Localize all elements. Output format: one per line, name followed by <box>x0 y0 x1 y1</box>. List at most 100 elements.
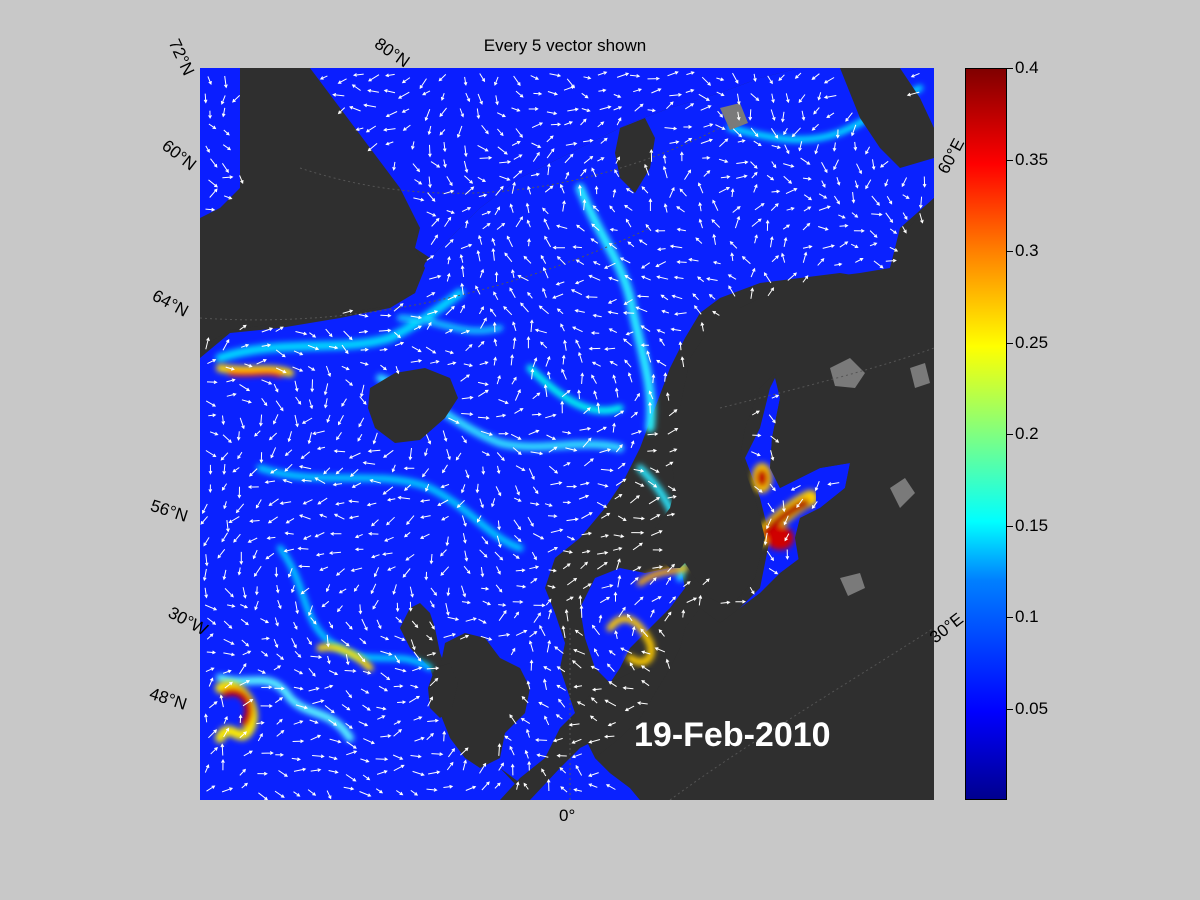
vector-arrow <box>530 75 540 80</box>
vector-arrow <box>712 310 720 316</box>
vector-arrow <box>871 195 880 206</box>
vector-arrow <box>787 272 797 281</box>
vector-arrow <box>273 639 279 649</box>
vector-arrow <box>918 196 923 209</box>
vector-arrow <box>477 515 482 523</box>
vector-arrow <box>258 792 268 800</box>
vector-arrow <box>613 93 622 98</box>
vector-arrow <box>712 199 719 211</box>
vector-arrow <box>581 531 593 536</box>
vector-arrow <box>413 325 422 331</box>
vector-arrow <box>479 549 488 558</box>
vector-arrow <box>316 446 326 451</box>
vector-arrow <box>833 159 839 171</box>
vector-arrow <box>630 577 639 585</box>
vector-arrow <box>325 365 331 377</box>
vector-arrow <box>323 383 329 396</box>
vector-arrow <box>495 486 502 497</box>
vector-arrow <box>477 144 489 152</box>
vector-arrow <box>750 127 759 138</box>
vector-arrow <box>511 141 521 146</box>
vector-arrow <box>516 584 527 589</box>
vector-arrow <box>297 546 309 551</box>
vector-arrow <box>310 379 315 393</box>
vector-arrow <box>387 566 396 571</box>
vector-arrow <box>461 435 467 444</box>
vector-arrow <box>391 464 396 473</box>
vector-arrow <box>597 551 609 555</box>
vector-arrow <box>614 169 620 177</box>
vector-arrow <box>463 363 474 368</box>
vector-arrow <box>591 167 597 178</box>
vector-arrow <box>312 754 325 759</box>
vector-arrow <box>716 77 725 82</box>
vector-arrow <box>542 287 547 298</box>
vector-arrow <box>770 203 779 211</box>
vector-arrow <box>562 431 572 435</box>
vector-arrow <box>532 151 540 162</box>
vector-arrow <box>447 747 456 758</box>
vector-arrow <box>370 583 377 595</box>
vector-arrow <box>608 242 618 250</box>
vector-arrow <box>581 92 589 99</box>
vector-arrow <box>577 389 581 400</box>
vector-arrow <box>616 117 622 126</box>
vector-arrow <box>428 144 432 158</box>
vector-arrow <box>513 497 522 502</box>
vector-arrow <box>580 168 587 177</box>
vector-arrow <box>529 630 538 638</box>
vector-arrow <box>293 621 298 630</box>
vector-arrow <box>540 341 548 349</box>
vector-arrow <box>579 604 584 618</box>
vector-arrow <box>266 536 276 540</box>
vector-arrow <box>205 337 210 350</box>
vector-arrow <box>567 107 579 112</box>
vector-arrow <box>496 535 502 548</box>
vector-arrow <box>226 392 237 397</box>
vector-arrow <box>625 331 634 336</box>
vector-arrow <box>306 637 312 646</box>
vector-arrow <box>446 272 451 282</box>
vector-arrow <box>662 165 668 179</box>
vector-arrow <box>465 785 477 791</box>
vector-arrow <box>530 451 544 456</box>
vector-arrow <box>476 249 481 262</box>
vector-arrow <box>834 262 843 267</box>
vector-arrow <box>221 758 225 771</box>
vector-arrow <box>498 399 509 405</box>
vector-arrow <box>366 502 377 507</box>
vector-arrow <box>769 483 776 492</box>
vector-arrow <box>669 244 683 249</box>
vector-arrow <box>300 451 311 460</box>
vector-arrow <box>409 586 414 598</box>
vector-arrow <box>221 415 226 426</box>
vector-arrow <box>375 788 384 794</box>
vector-arrow <box>529 319 534 332</box>
vector-arrow <box>312 699 325 705</box>
vector-arrow <box>328 345 339 350</box>
colorbar-tick-label: 0.1 <box>1015 607 1039 626</box>
map-svg <box>200 68 934 800</box>
vector-arrow <box>463 160 469 174</box>
vector-arrow <box>573 649 586 655</box>
vector-arrow <box>424 571 429 581</box>
vector-arrow <box>206 650 217 655</box>
vector-arrow <box>319 513 327 518</box>
vector-arrow <box>295 396 302 405</box>
vector-arrow <box>446 176 453 187</box>
vector-arrow <box>307 365 316 371</box>
europe-south <box>500 668 670 800</box>
colorbar-tick-mark <box>1007 251 1013 252</box>
vector-arrow <box>465 469 470 479</box>
vector-arrow <box>612 188 617 198</box>
vector-arrow <box>368 74 380 82</box>
vector-arrow <box>648 390 654 400</box>
vector-arrow <box>856 163 862 175</box>
vector-arrow <box>667 563 676 573</box>
vector-arrow <box>349 106 361 112</box>
vector-arrow <box>593 390 598 400</box>
vector-arrow <box>205 450 217 458</box>
vector-arrow <box>285 517 295 524</box>
vector-arrow <box>491 498 496 508</box>
vector-arrow <box>481 536 489 545</box>
